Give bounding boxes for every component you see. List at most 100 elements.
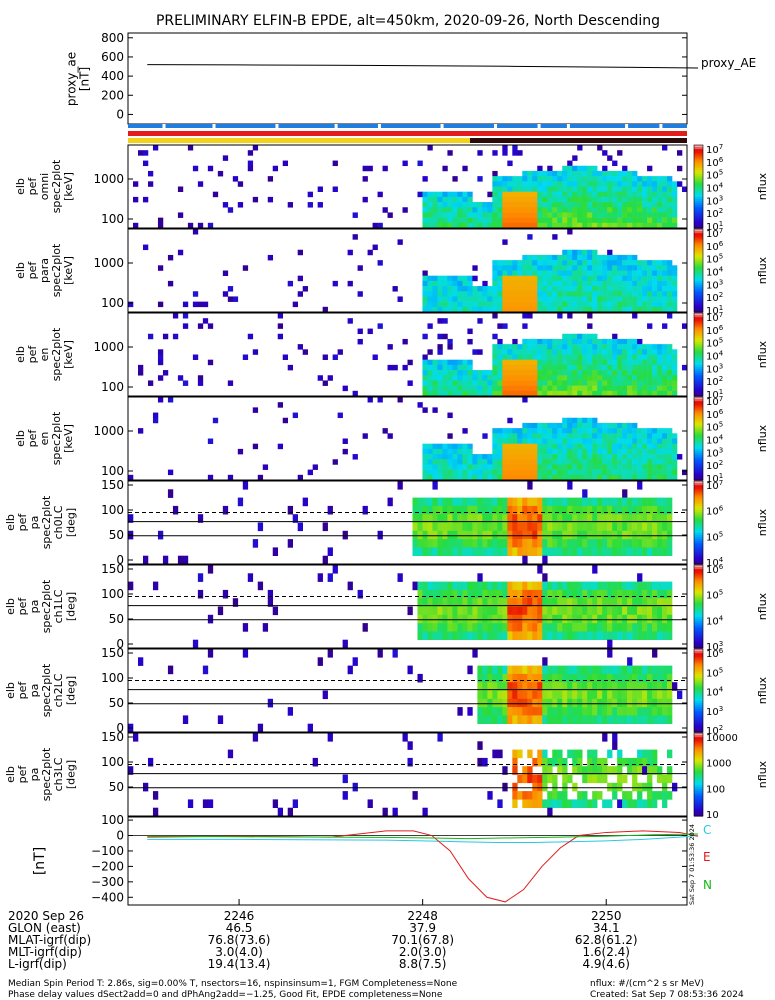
spectrogram-cell bbox=[667, 222, 673, 229]
spectrogram-cell bbox=[587, 749, 593, 759]
spectrogram-cell bbox=[467, 328, 473, 335]
spectrogram-cell bbox=[582, 673, 588, 683]
spectrogram-cell bbox=[527, 234, 533, 240]
spectrogram-cell bbox=[502, 514, 508, 523]
spectrogram-cell bbox=[437, 448, 443, 455]
spectrogram-cell bbox=[467, 390, 473, 397]
spectrogram-cell bbox=[467, 364, 473, 371]
spectrogram-cell bbox=[517, 207, 523, 213]
spectrogram-cell bbox=[667, 196, 673, 203]
spectrogram-cell bbox=[642, 385, 648, 392]
spectrogram-cell bbox=[677, 690, 683, 700]
spectrogram-cell bbox=[437, 196, 443, 203]
spectrogram-cell bbox=[647, 539, 653, 548]
spectrogram-cell bbox=[507, 417, 513, 424]
spectrogram-cell bbox=[647, 464, 653, 470]
spectrogram-cell bbox=[557, 301, 563, 308]
spectrogram-cell bbox=[637, 390, 643, 397]
spectrogram-cell bbox=[542, 766, 548, 775]
spectrogram-cell bbox=[637, 291, 643, 297]
spectrogram-cell bbox=[667, 359, 673, 366]
spectrogram-cell bbox=[577, 799, 583, 808]
spectrogram-cell bbox=[567, 623, 573, 632]
colorbar-cell bbox=[694, 499, 703, 503]
spectrogram-cell bbox=[527, 390, 533, 397]
spectrogram-cell bbox=[432, 547, 438, 556]
spectrogram-cell bbox=[497, 212, 503, 218]
spectrogram-cell bbox=[612, 539, 618, 548]
spectrogram-cell bbox=[142, 150, 149, 156]
spectrogram-cell bbox=[532, 464, 538, 470]
spectrogram-cell bbox=[587, 774, 593, 784]
spectrogram-cell bbox=[637, 181, 643, 187]
spectrogram-cell bbox=[662, 698, 668, 708]
spectrogram-cell bbox=[612, 364, 618, 371]
spectrogram-cell bbox=[592, 565, 598, 574]
spectrogram-cell bbox=[512, 145, 518, 151]
spectrogram-cell bbox=[672, 212, 678, 218]
spectrogram-cell bbox=[507, 707, 513, 716]
spectrogram-cell bbox=[532, 698, 538, 708]
spectrogram-cell bbox=[427, 301, 433, 308]
colorbar-cell bbox=[694, 737, 703, 740]
spectrogram-cell bbox=[417, 539, 423, 548]
spectrogram-cell bbox=[137, 150, 144, 156]
spectrogram-cell bbox=[602, 349, 608, 355]
spectrogram-cell bbox=[577, 598, 583, 607]
spectrogram-cell bbox=[452, 217, 458, 224]
spectrogram-cell bbox=[527, 614, 533, 624]
spectrogram-cell bbox=[647, 270, 653, 276]
spectrogram-cell bbox=[532, 370, 538, 376]
colorbar-cell bbox=[694, 561, 703, 565]
spectrogram-cell bbox=[567, 673, 573, 683]
colorbar-cell bbox=[694, 247, 703, 251]
spectrogram-cell bbox=[502, 614, 508, 624]
colorbar-cell bbox=[694, 409, 703, 413]
colorbar-cell bbox=[694, 268, 703, 272]
spectrogram-cell bbox=[567, 333, 573, 340]
spectrogram-cell bbox=[222, 589, 229, 599]
spectrogram-cell bbox=[662, 354, 668, 360]
spectrogram-cell bbox=[657, 459, 663, 465]
spectrogram-cell bbox=[532, 539, 538, 548]
spectrogram-cell bbox=[537, 459, 543, 465]
spectrogram-cell bbox=[567, 207, 573, 213]
spectrogram-cell bbox=[457, 286, 463, 292]
spectrogram-cell bbox=[542, 270, 548, 276]
spectrogram-cell bbox=[502, 443, 508, 450]
spectrogram-cell bbox=[302, 349, 308, 355]
spectrogram-cell bbox=[607, 375, 613, 381]
spectrogram-cell bbox=[597, 291, 603, 297]
spectrogram-cell bbox=[562, 176, 568, 182]
spectrogram-cell bbox=[537, 782, 543, 792]
spectrogram-cell bbox=[327, 505, 333, 515]
spectrogram-cell bbox=[662, 522, 668, 532]
spectrogram-cell bbox=[607, 614, 613, 624]
spectrogram-cell bbox=[637, 301, 643, 308]
spectrogram-cell bbox=[597, 349, 603, 355]
spectrogram-cell bbox=[432, 207, 438, 213]
spectrogram-cell bbox=[482, 606, 488, 616]
spectrogram-cell bbox=[652, 649, 658, 658]
spectrogram-cell bbox=[472, 649, 478, 658]
spectrogram-cell bbox=[577, 275, 583, 282]
spectrogram-cell bbox=[617, 422, 623, 429]
spectrogram-cell bbox=[657, 217, 663, 224]
spectrogram-cell bbox=[612, 698, 618, 708]
spectrogram-cell bbox=[577, 497, 583, 507]
spectrogram-cell bbox=[207, 438, 214, 444]
spectrogram-cell bbox=[452, 375, 458, 381]
ytick-label: 800 bbox=[101, 31, 124, 45]
spectrogram-cell bbox=[487, 581, 493, 591]
spectrogram-cell bbox=[662, 349, 668, 355]
spectrogram-cell bbox=[537, 212, 543, 218]
spectrogram-cell bbox=[487, 469, 493, 476]
spectrogram-cell bbox=[557, 212, 563, 218]
spectrogram-cell bbox=[507, 547, 513, 556]
spectrogram-cell bbox=[587, 170, 593, 177]
colorbar-cell bbox=[694, 749, 703, 753]
spectrogram-cell bbox=[462, 614, 468, 624]
spectrogram-cell bbox=[607, 649, 613, 658]
spectrogram-cell bbox=[512, 749, 518, 759]
spectrogram-cell bbox=[652, 448, 658, 455]
